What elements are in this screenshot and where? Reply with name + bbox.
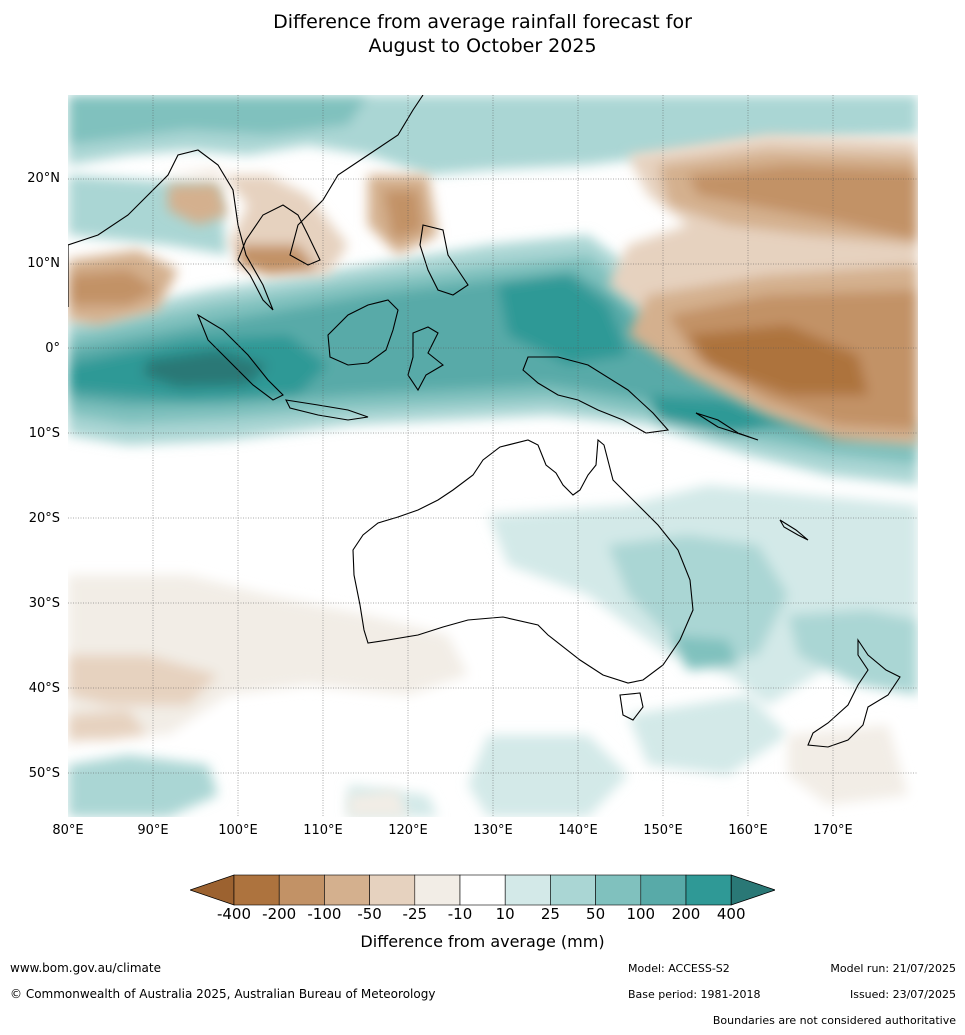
graticule bbox=[68, 95, 918, 817]
title-line-2: August to October 2025 bbox=[368, 35, 597, 57]
sumatra-outline bbox=[196, 313, 284, 401]
colorbar-segments bbox=[190, 874, 775, 906]
footer-base-period: Base period: 1981-2018 bbox=[628, 988, 761, 1001]
lon-label-100e: 100°E bbox=[218, 823, 258, 838]
colorbar-tick-label: -50 bbox=[357, 905, 382, 923]
lon-label-170e: 170°E bbox=[813, 823, 853, 838]
solomon-islands-outline bbox=[695, 412, 759, 441]
map-svg bbox=[68, 95, 918, 817]
dry-anomaly-layer bbox=[68, 135, 918, 817]
colorbar-swatch bbox=[685, 874, 732, 906]
footer-model: Model: ACCESS-S2 bbox=[628, 962, 730, 975]
colorbar-swatch bbox=[414, 874, 461, 906]
lon-label-110e: 110°E bbox=[303, 823, 343, 838]
colorbar-tick-label: -25 bbox=[402, 905, 428, 923]
colorbar-swatch bbox=[550, 874, 596, 906]
map-title: Difference from average rainfall forecas… bbox=[0, 10, 965, 58]
colorbar-swatch bbox=[595, 874, 642, 906]
colorbar-tick-label: 400 bbox=[716, 905, 746, 923]
colorbar-tick-label: -400 bbox=[216, 905, 252, 923]
new-caledonia-outline bbox=[779, 519, 809, 541]
lon-label-140e: 140°E bbox=[558, 823, 598, 838]
colorbar-swatch bbox=[324, 874, 370, 906]
lat-label-0: 0° bbox=[45, 341, 60, 356]
colorbar-tick-label: 200 bbox=[671, 905, 701, 923]
lat-label-40s: 40°S bbox=[28, 681, 60, 696]
colorbar-tick-label: 100 bbox=[626, 905, 656, 923]
lon-label-120e: 120°E bbox=[388, 823, 428, 838]
footer-url: www.bom.gov.au/climate bbox=[10, 961, 161, 975]
lat-label-30s: 30°S bbox=[28, 596, 60, 611]
philippines-outline bbox=[419, 224, 469, 296]
colorbar-extend-high bbox=[730, 874, 775, 906]
lon-label-90e: 90°E bbox=[137, 823, 169, 838]
borneo-outline bbox=[327, 299, 399, 366]
footer-model-run: Model run: 21/07/2025 bbox=[830, 962, 956, 975]
lon-label-80e: 80°E bbox=[52, 823, 84, 838]
colorbar-tick-label: -10 bbox=[447, 905, 473, 923]
colorbar-tick-label: -100 bbox=[307, 905, 342, 923]
lat-label-50s: 50°S bbox=[28, 766, 60, 781]
colorbar-swatch bbox=[369, 874, 416, 906]
colorbar-tick-label: -200 bbox=[262, 905, 297, 923]
new-zealand-outline bbox=[807, 638, 901, 748]
lat-label-10s: 10°S bbox=[28, 426, 60, 441]
lat-label-20n: 20°N bbox=[27, 171, 60, 186]
australia-outline bbox=[352, 438, 694, 684]
footer-disclaimer: Boundaries are not considered authoritat… bbox=[712, 1014, 956, 1027]
new-guinea-outline bbox=[522, 356, 670, 434]
lat-label-10n: 10°N bbox=[27, 256, 60, 271]
colorbar-swatch bbox=[459, 874, 506, 906]
colorbar-swatch bbox=[640, 874, 687, 906]
colorbar-swatch bbox=[278, 874, 325, 906]
footer-issued: Issued: 23/07/2025 bbox=[849, 988, 956, 1001]
sulawesi-outline bbox=[407, 326, 444, 392]
tasmania-outline bbox=[619, 692, 644, 721]
colorbar-tick-label: 25 bbox=[540, 905, 560, 923]
colorbar-tick-label: 10 bbox=[495, 905, 515, 923]
footer-copyright: © Commonwealth of Australia 2025, Austra… bbox=[10, 987, 436, 1001]
rainfall-map bbox=[68, 95, 918, 817]
colorbar-swatch bbox=[504, 874, 551, 906]
colorbar bbox=[190, 874, 775, 906]
colorbar-swatch bbox=[233, 874, 280, 906]
colorbar-label: Difference from average (mm) bbox=[360, 932, 605, 951]
title-line-1: Difference from average rainfall forecas… bbox=[273, 11, 692, 33]
lat-label-20s: 20°S bbox=[28, 511, 60, 526]
lon-label-130e: 130°E bbox=[473, 823, 513, 838]
lon-label-160e: 160°E bbox=[728, 823, 768, 838]
lon-label-150e: 150°E bbox=[643, 823, 683, 838]
colorbar-extend-low bbox=[190, 874, 235, 906]
colorbar-tick-label: 50 bbox=[586, 905, 606, 923]
